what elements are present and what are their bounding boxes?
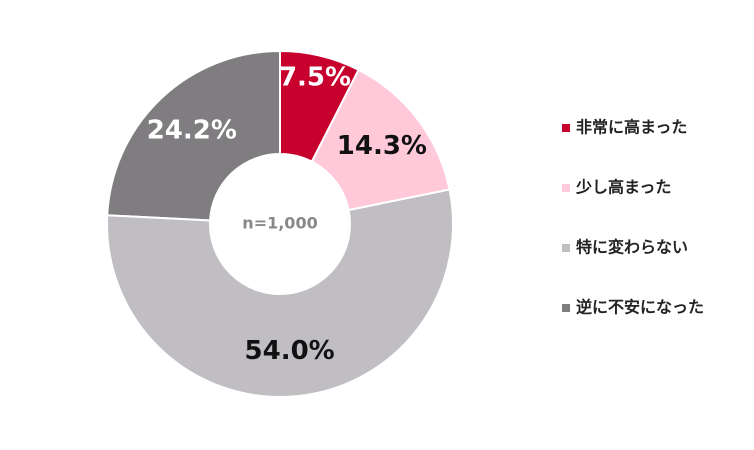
value-label: 14.3% [337, 131, 427, 161]
legend-swatch [562, 304, 570, 312]
legend-swatch [562, 244, 570, 252]
value-label: 24.2% [147, 116, 237, 146]
legend-label: 特に変わらない [576, 238, 688, 257]
legend-label: 非常に高まった [576, 118, 687, 137]
slice [310, 68, 451, 212]
slice [106, 49, 281, 222]
slice [279, 49, 360, 163]
value-label: 54.0% [245, 336, 335, 366]
legend-swatch [562, 124, 570, 132]
legend-label: 少し高まった [575, 178, 671, 197]
sample-size: n=1,000 [242, 214, 317, 233]
legend-swatch [562, 184, 570, 192]
legend-label: 逆に不安になった [576, 298, 704, 317]
slice [106, 188, 454, 398]
value-label: 7.5% [279, 63, 351, 93]
